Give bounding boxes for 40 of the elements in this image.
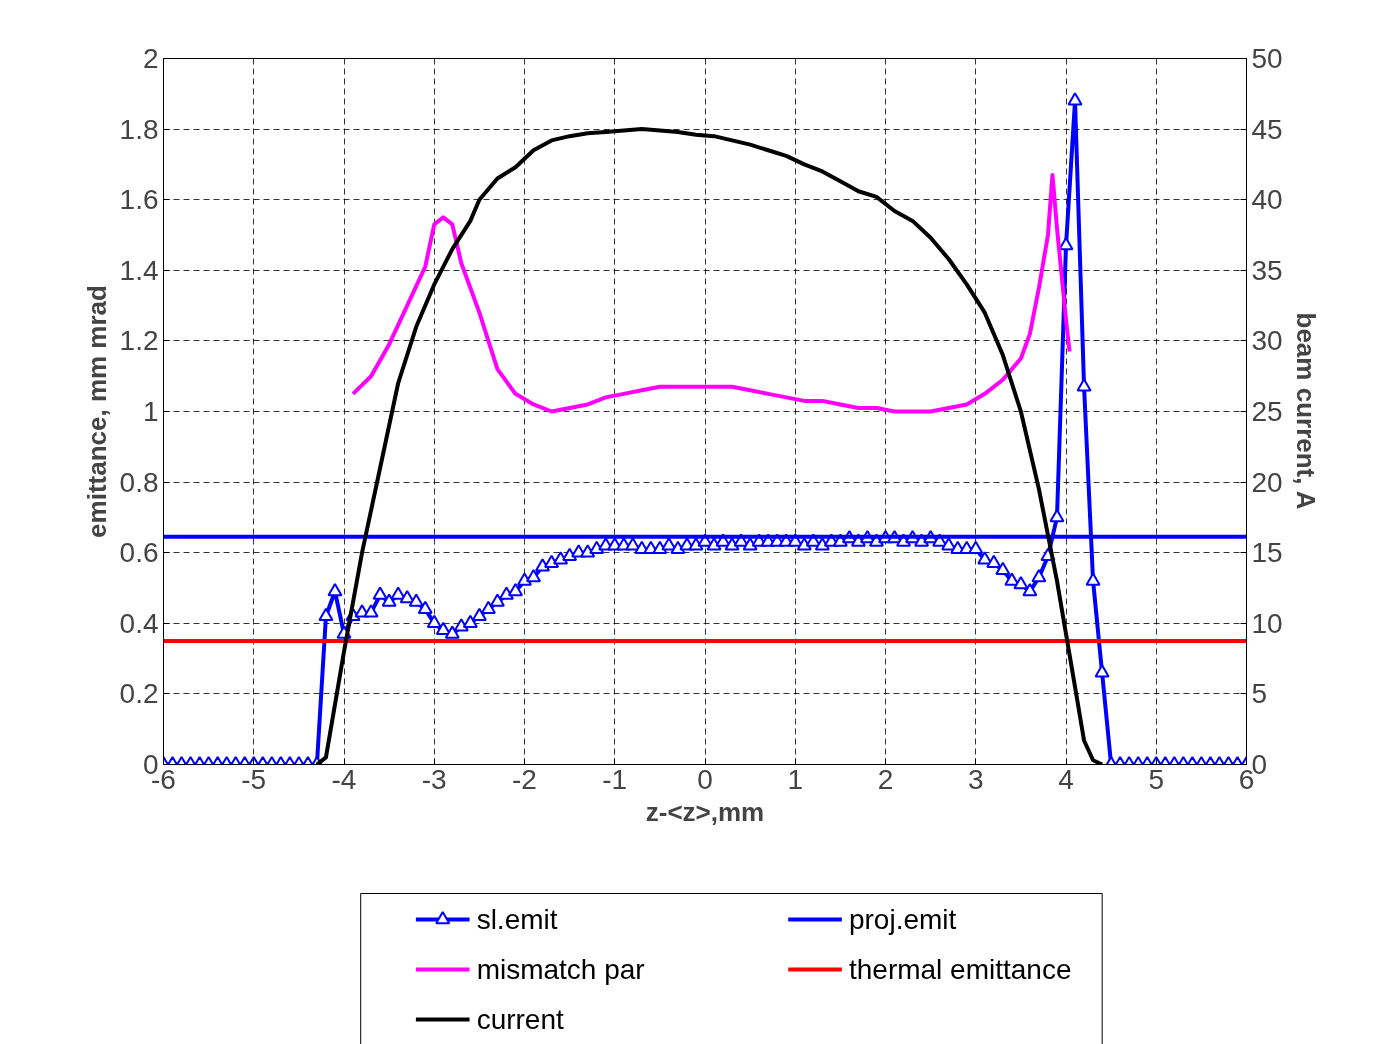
y2-tick-label: 25 bbox=[1251, 396, 1283, 427]
y-tick-label: 2 bbox=[142, 43, 159, 74]
legend-label: sl.emit bbox=[476, 904, 558, 935]
y-tick-label: 0.2 bbox=[119, 678, 159, 710]
y2-tick-label: 20 bbox=[1251, 466, 1283, 498]
y2-tick-label: 45 bbox=[1251, 113, 1283, 145]
x-tick-label: -1 bbox=[602, 763, 628, 795]
y-tick-label: 1.8 bbox=[119, 113, 159, 145]
y2-tick-label: 30 bbox=[1251, 325, 1283, 357]
y2-axis-title: beam current, A bbox=[1290, 312, 1321, 510]
x-tick-label: 3 bbox=[967, 763, 984, 795]
y-tick-label: 0.8 bbox=[119, 466, 159, 498]
y2-tick-label: 40 bbox=[1251, 184, 1283, 216]
y2-tick-label: 5 bbox=[1251, 678, 1268, 710]
y2-tick-label: 15 bbox=[1251, 537, 1283, 569]
y2-tick-label: 35 bbox=[1251, 254, 1283, 286]
x-tick-label: 4 bbox=[1058, 763, 1074, 795]
y-axis-title: emittance, mm mrad bbox=[81, 285, 112, 538]
line-series bbox=[351, 172, 1072, 414]
x-tick-label: -5 bbox=[241, 763, 267, 795]
legend-label: mismatch par bbox=[476, 954, 645, 985]
y-tick-label: 1 bbox=[142, 396, 159, 427]
x-tick-label: 0 bbox=[697, 763, 713, 795]
legend-label: current bbox=[476, 1004, 565, 1035]
legend-label: proj.emit bbox=[848, 904, 957, 935]
x-axis-title: z-<z>,mm bbox=[645, 796, 765, 827]
x-tick-label: -4 bbox=[331, 763, 357, 795]
y2-tick-label: 50 bbox=[1251, 43, 1283, 74]
x-tick-label: -3 bbox=[421, 763, 447, 795]
y-tick-label: 1.4 bbox=[119, 254, 159, 286]
legend-label: thermal emittance bbox=[848, 954, 1072, 985]
x-tick-label: -2 bbox=[512, 763, 537, 795]
x-tick-label: 2 bbox=[877, 763, 894, 795]
y-tick-label: 0.4 bbox=[119, 607, 159, 639]
x-tick-label: 1 bbox=[787, 763, 804, 795]
x-tick-label: 5 bbox=[1148, 763, 1165, 795]
y-tick-label: 1.6 bbox=[119, 184, 159, 216]
y2-tick-label: 10 bbox=[1251, 607, 1283, 639]
y-tick-label: 1.2 bbox=[119, 325, 159, 357]
y-tick-label: 0.6 bbox=[119, 537, 159, 569]
